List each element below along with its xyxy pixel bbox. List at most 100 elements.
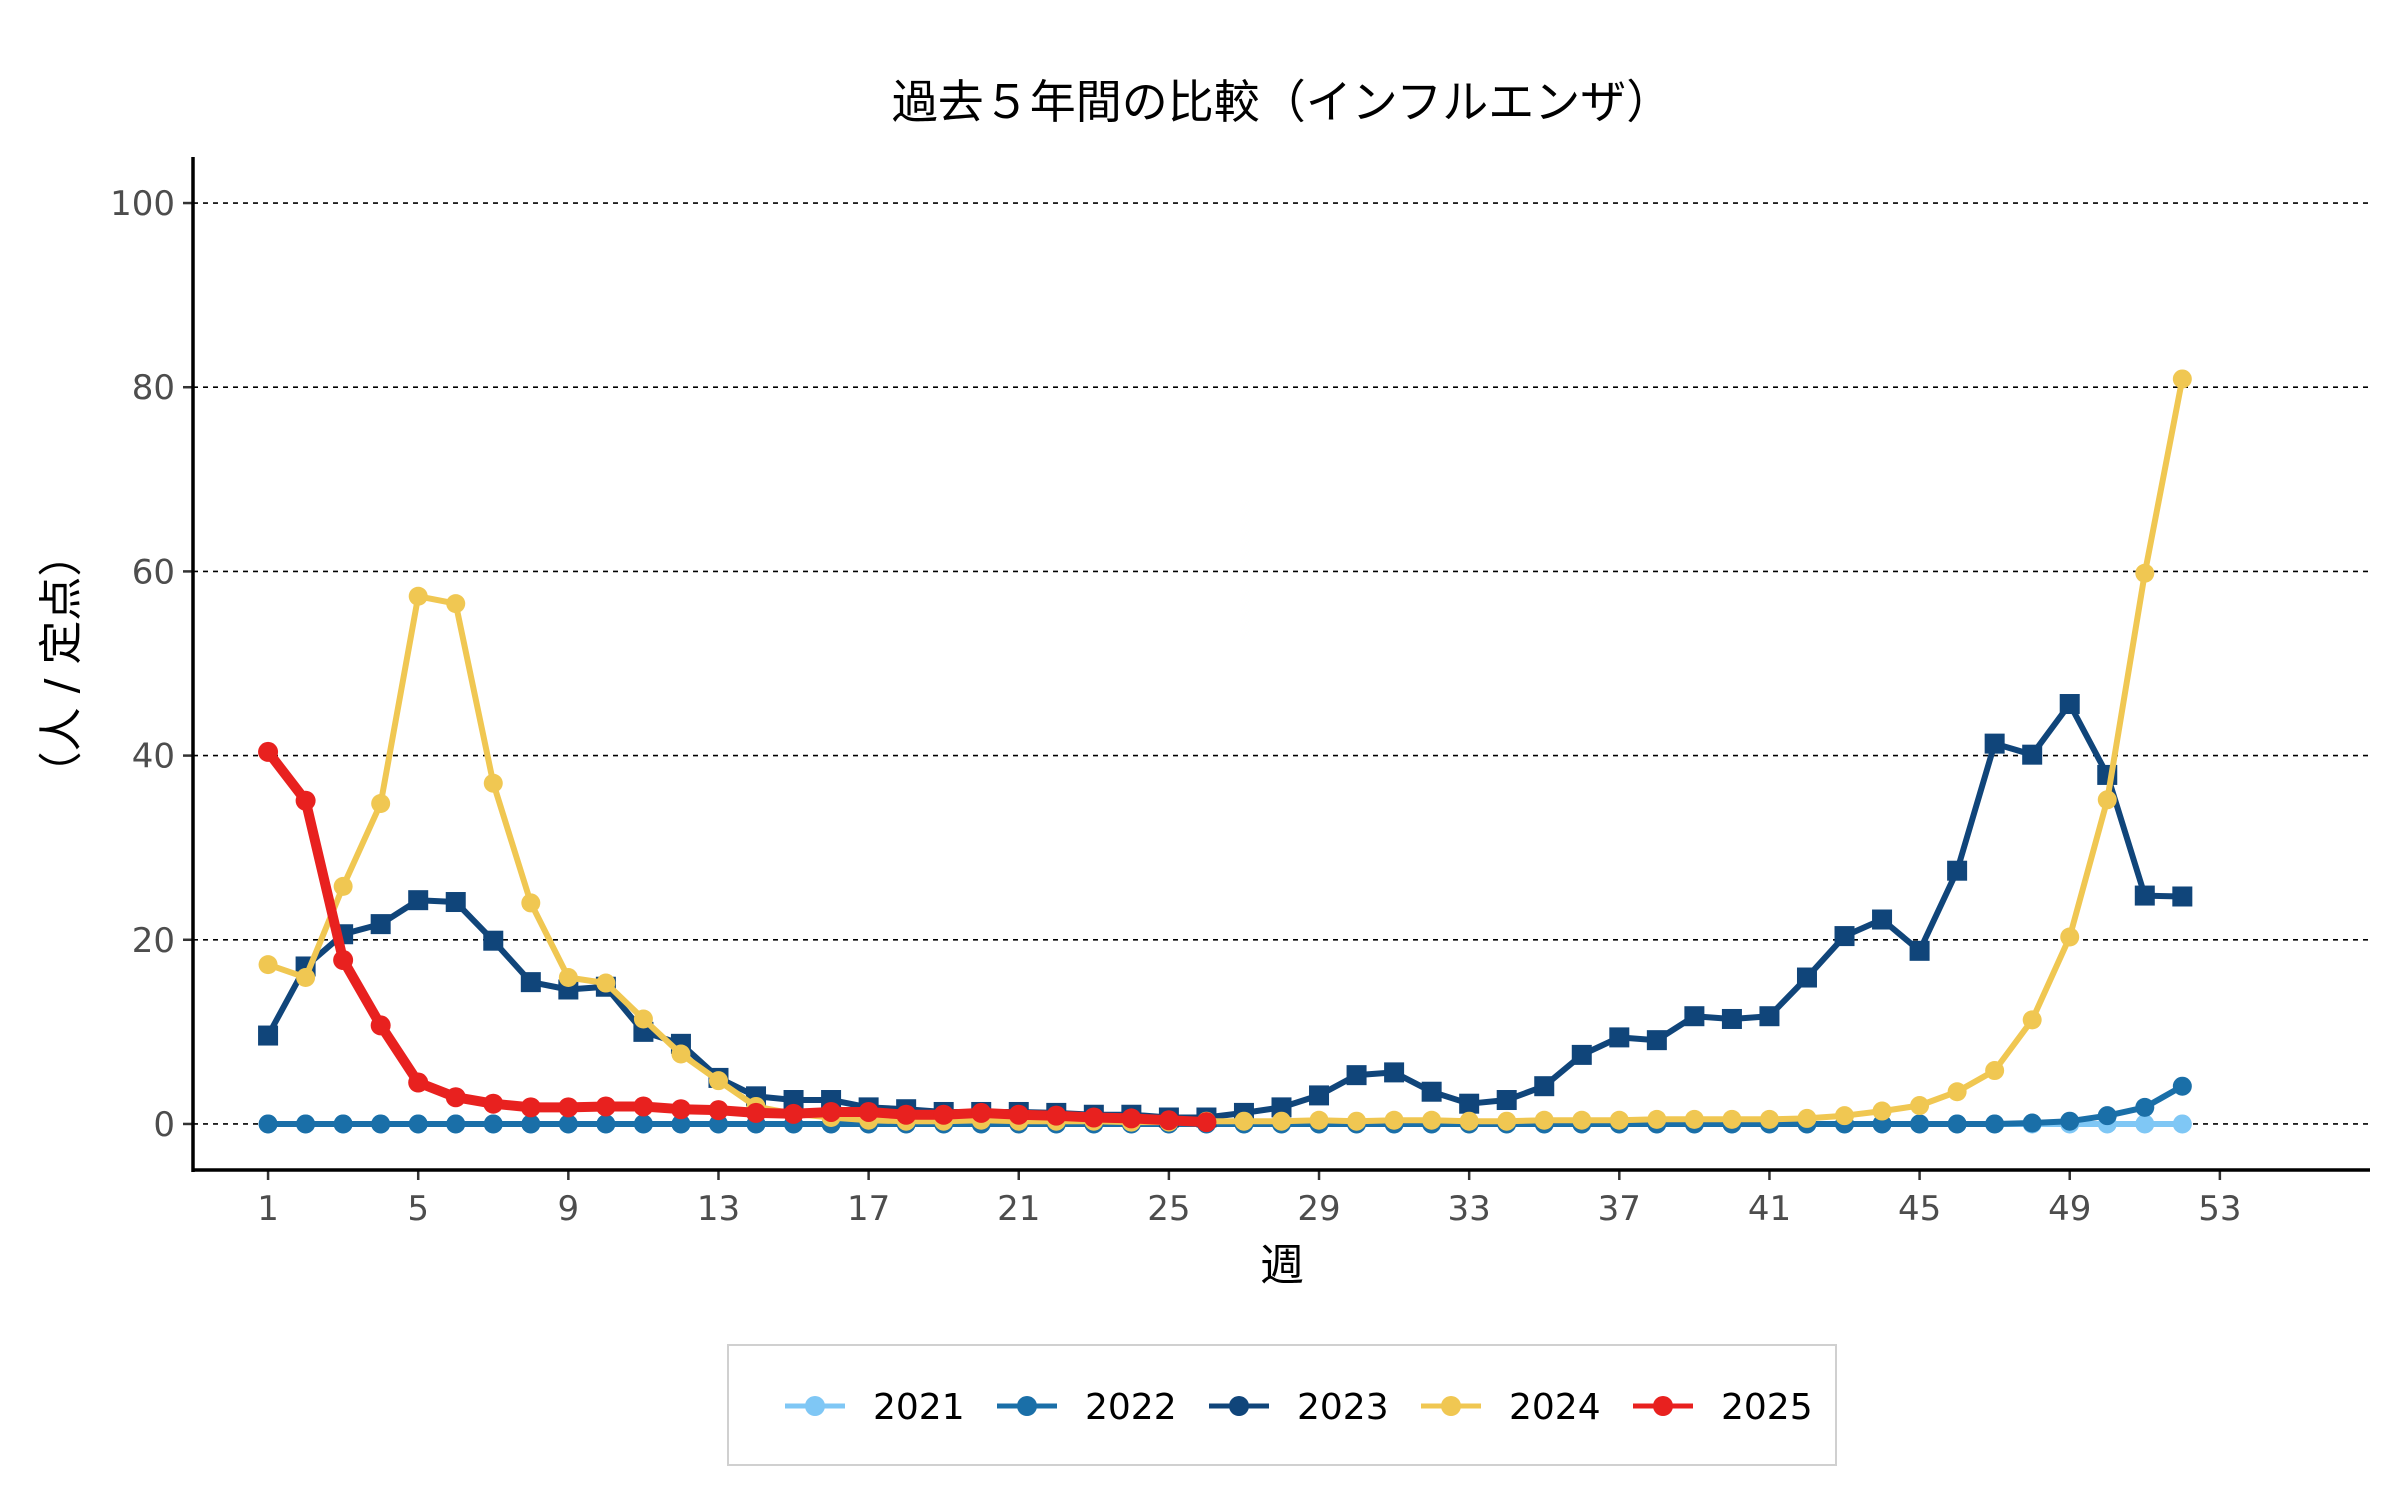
legend-key-marker [1653, 1396, 1673, 1416]
data-point [1309, 1110, 1329, 1130]
data-point [445, 892, 466, 913]
data-point [1834, 926, 1855, 947]
data-point [2135, 563, 2155, 583]
legend-label: 2025 [1721, 1387, 1813, 1428]
legend: 2021 2022 2023 2024 2025 [727, 1344, 1837, 1466]
data-point [1684, 1109, 1704, 1129]
data-point [1497, 1111, 1517, 1131]
series-2024 [258, 369, 2192, 1132]
data-point [521, 1114, 541, 1134]
legend-label: 2022 [1085, 1387, 1177, 1428]
data-point [671, 1114, 691, 1134]
x-tick-label: 37 [1598, 1189, 1641, 1229]
data-point [408, 1072, 429, 1093]
legend-label: 2021 [873, 1387, 965, 1428]
legend-key-marker [805, 1396, 825, 1416]
data-point [408, 890, 429, 911]
data-point [2059, 694, 2080, 715]
data-point [483, 1093, 504, 1114]
x-tick-label: 9 [558, 1189, 580, 1229]
data-point [258, 1025, 279, 1046]
data-point [596, 973, 616, 993]
data-point [1008, 1104, 1029, 1125]
data-point [1083, 1107, 1104, 1128]
data-point [1684, 1006, 1705, 1027]
legend-key-marker [1017, 1396, 1037, 1416]
series-layer [258, 369, 2193, 1134]
data-point [445, 1087, 466, 1108]
data-point [1721, 1008, 1742, 1029]
data-point [1271, 1097, 1292, 1118]
gridlines [193, 202, 2370, 1125]
data-point [2134, 885, 2155, 906]
data-point [1309, 1085, 1330, 1106]
data-point [1646, 1030, 1667, 1051]
data-point [1985, 1061, 2005, 1081]
data-point [258, 741, 279, 762]
data-point [1984, 733, 2005, 754]
data-point [1872, 909, 1893, 930]
series-line-2023 [265, 701, 2186, 1121]
data-point [1947, 860, 1968, 881]
data-point [1910, 1114, 1930, 1134]
data-point [258, 955, 278, 975]
x-tick-label: 21 [997, 1189, 1040, 1229]
data-point [671, 1044, 691, 1064]
data-point [371, 793, 391, 813]
data-point [333, 876, 353, 896]
x-axis-title: 週 [1260, 1240, 1304, 1291]
data-point [1459, 1111, 1479, 1131]
x-tick-label: 1 [257, 1189, 279, 1229]
data-point [1985, 1114, 2005, 1134]
x-tick-label: 33 [1448, 1189, 1491, 1229]
y-tick-label: 40 [132, 737, 175, 777]
data-point [558, 1097, 579, 1118]
y-tick-label: 0 [153, 1105, 175, 1145]
data-point [1835, 1106, 1855, 1126]
series-2023 [258, 694, 2193, 1128]
data-point [558, 1114, 578, 1134]
data-point [746, 1102, 767, 1123]
data-point [1196, 1112, 1217, 1133]
data-point [1572, 1110, 1592, 1130]
data-point [1571, 1044, 1592, 1065]
x-tick-label: 41 [1748, 1189, 1791, 1229]
data-point [708, 1114, 728, 1134]
x-tick-label: 45 [1898, 1189, 1941, 1229]
data-point [1121, 1108, 1142, 1129]
y-tick-label: 60 [132, 552, 175, 592]
data-point [2135, 1097, 2155, 1117]
data-point [520, 972, 541, 993]
data-point [595, 1096, 616, 1117]
data-point [521, 893, 541, 913]
x-tick-label: 49 [2048, 1189, 2091, 1229]
legend-items: 2021 2022 2023 2024 2025 [785, 1387, 1813, 1428]
series-line-2025 [263, 746, 1212, 1128]
data-point [670, 1099, 691, 1120]
legend-item-2022: 2022 [997, 1387, 1177, 1428]
data-point [1910, 1096, 1930, 1116]
data-point [783, 1103, 804, 1124]
legend-item-2024: 2024 [1421, 1387, 1601, 1428]
data-point [858, 1101, 879, 1122]
data-point [1234, 1111, 1254, 1131]
y-tick-label: 20 [132, 921, 175, 961]
data-point [2060, 927, 2080, 947]
data-point [1459, 1093, 1480, 1114]
data-point [2172, 886, 2193, 907]
data-point [1347, 1111, 1367, 1131]
x-tick-label: 17 [847, 1189, 890, 1229]
y-axis-ticks: 0 20 40 60 80 100 [110, 184, 193, 1145]
legend-key-marker [1229, 1396, 1249, 1416]
data-point [971, 1102, 992, 1123]
data-point [2172, 1114, 2192, 1134]
data-point [370, 1015, 391, 1036]
data-point [1534, 1076, 1555, 1097]
legend-label: 2024 [1509, 1387, 1601, 1428]
data-point [708, 1071, 728, 1091]
data-point [1647, 1109, 1667, 1129]
data-point [1346, 1065, 1367, 1086]
data-point [1158, 1110, 1179, 1131]
data-point [1947, 1082, 1967, 1102]
